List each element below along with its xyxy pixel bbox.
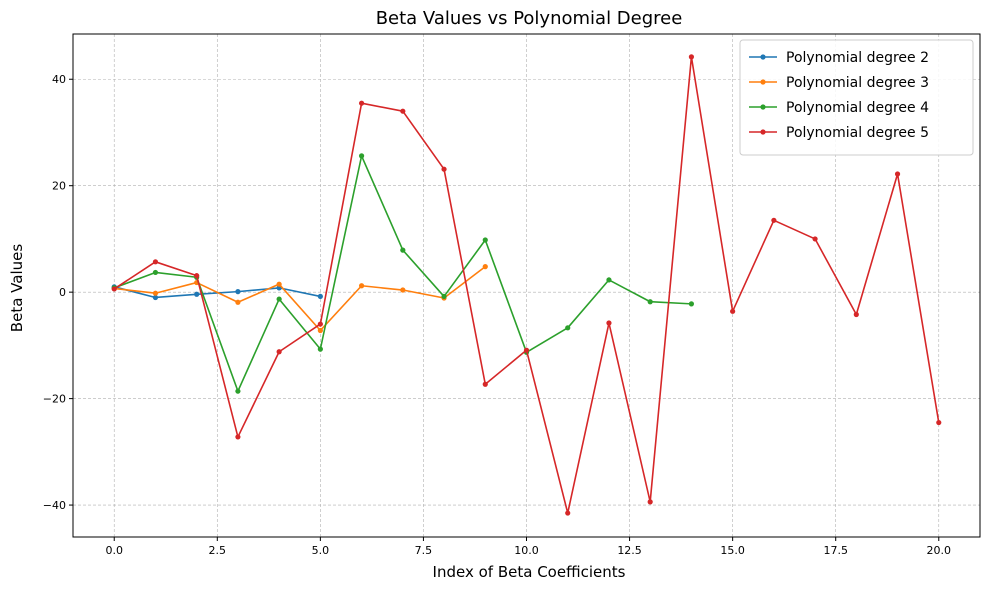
data-point (194, 291, 200, 297)
data-point (235, 434, 241, 440)
x-tick-label: 2.5 (209, 544, 227, 557)
data-point (194, 273, 200, 279)
data-point (730, 308, 736, 314)
legend: Polynomial degree 2 Polynomial degree 3 Po… (739, 39, 974, 156)
legend-entry: Polynomial degree 3 (749, 75, 929, 91)
x-tick-label: 20.0 (927, 544, 952, 557)
data-point (152, 294, 159, 301)
data-point (152, 290, 159, 296)
data-point (894, 171, 901, 177)
data-point (688, 301, 695, 307)
data-point (317, 293, 323, 300)
data-point (523, 347, 530, 353)
legend-entry: Polynomial degree 5 (749, 125, 929, 141)
data-point (936, 419, 942, 426)
x-tick-label: 0.0 (105, 544, 123, 557)
legend-label: Polynomial degree 4 (786, 100, 929, 116)
y-tick-label: 20 (52, 180, 66, 193)
data-point (276, 349, 282, 355)
x-tick-label: 15.0 (720, 544, 745, 557)
data-point (853, 311, 859, 318)
data-point (606, 277, 612, 283)
data-point (565, 325, 571, 331)
x-tick-label: 10.0 (514, 544, 539, 557)
data-point (235, 388, 241, 394)
data-point (565, 510, 571, 516)
legend-label: Polynomial degree 3 (786, 75, 929, 91)
data-point (606, 320, 612, 326)
x-tick-label: 12.5 (617, 544, 642, 557)
data-point (358, 283, 365, 289)
data-point (647, 299, 653, 305)
data-point (482, 237, 488, 243)
x-tick-label: 17.5 (823, 544, 848, 557)
series-4 (111, 54, 942, 516)
data-point (111, 286, 117, 292)
data-point (358, 153, 365, 159)
data-point (400, 287, 406, 293)
data-point (647, 499, 653, 505)
y-tick-label: 0 (59, 286, 66, 299)
data-point (235, 289, 241, 295)
legend-marker (760, 79, 766, 85)
data-point (152, 269, 159, 276)
data-point (441, 166, 447, 172)
data-point (482, 264, 488, 270)
data-point (441, 293, 447, 300)
legend-label: Polynomial degree 5 (786, 125, 929, 141)
legend-marker (760, 129, 766, 135)
data-point (688, 54, 695, 60)
legend-entry: Polynomial degree 2 (749, 50, 929, 66)
data-point (235, 299, 241, 305)
legend-marker (760, 104, 766, 110)
data-point (317, 321, 323, 327)
data-point (812, 236, 818, 242)
x-axis-label: Index of Beta Coefficients (433, 563, 626, 581)
x-tick-label: 5.0 (312, 544, 330, 557)
data-point (400, 108, 406, 114)
data-point (400, 247, 406, 253)
data-point (152, 259, 159, 265)
series-line (114, 265, 486, 332)
y-tick-label: −20 (43, 393, 66, 406)
x-tick-label: 7.5 (415, 544, 433, 557)
legend-marker (760, 54, 766, 60)
y-tick-label: −40 (43, 499, 66, 512)
data-point (276, 281, 282, 287)
data-point (771, 217, 777, 223)
legend-label: Polynomial degree 2 (786, 50, 929, 66)
y-axis-label: Beta Values (8, 244, 26, 333)
data-point (358, 100, 365, 106)
series-lines (111, 54, 942, 516)
legend-entry: Polynomial degree 4 (749, 100, 929, 116)
legend-box (739, 39, 974, 156)
data-point (482, 381, 488, 387)
chart-title: Beta Values vs Polynomial Degree (376, 8, 683, 29)
y-tick-label: 40 (52, 73, 66, 86)
data-point (276, 296, 282, 302)
axis-ticks: 0.0 2.5 5.0 7.5 10.0 12.5 15.0 17.5 20.0 −40 −20 0 2… (43, 73, 951, 557)
data-point (317, 327, 323, 334)
data-point (317, 346, 323, 352)
